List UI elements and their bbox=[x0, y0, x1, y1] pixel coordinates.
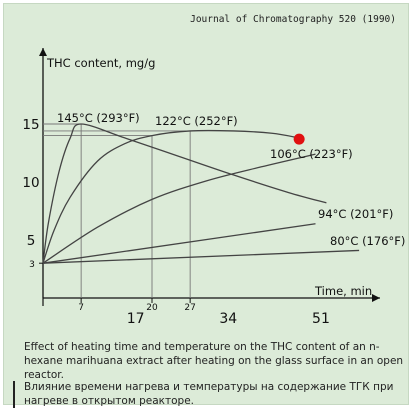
series-line bbox=[42, 223, 316, 264]
y-tick-label: 15 bbox=[22, 117, 39, 133]
x-large-tick-label: 51 bbox=[312, 311, 330, 327]
x-axis-label: Time, min bbox=[314, 284, 372, 298]
y-axis-arrow bbox=[39, 48, 47, 56]
series-line bbox=[42, 153, 316, 264]
series-line bbox=[42, 249, 360, 264]
x-large-tick-label: 17 bbox=[127, 311, 145, 327]
y-axis-label: THC content, mg/g bbox=[46, 56, 155, 70]
x-tick-label: 27 bbox=[184, 303, 195, 313]
source-citation: Journal of Chromatography 520 (1990) bbox=[190, 14, 396, 25]
red-marker-dot bbox=[293, 133, 305, 145]
series-line bbox=[42, 129, 300, 264]
series-label: 80°C (176°F) bbox=[330, 234, 405, 248]
series-label: 122°C (252°F) bbox=[155, 114, 238, 128]
chart-figure: Journal of Chromatography 520 (1990) THC… bbox=[3, 3, 409, 408]
x-axis-arrow bbox=[372, 294, 380, 302]
x-tick-label: 7 bbox=[78, 303, 84, 313]
series-line bbox=[42, 123, 327, 264]
y-tick-label: 5 bbox=[27, 233, 36, 249]
caption-marker-bar bbox=[13, 381, 15, 408]
caption-russian: Влияние времени нагрева и температуры на… bbox=[24, 381, 394, 407]
x-tick-label: 20 bbox=[146, 303, 158, 313]
line-chart: THC content, mg/g Time, min 3 5 10 15 7 20 27 17 3… bbox=[22, 48, 405, 327]
caption-english: Effect of heating time and temperature o… bbox=[24, 341, 404, 381]
y-tick-label: 10 bbox=[22, 175, 39, 191]
series-label: 145°C (293°F) bbox=[57, 111, 140, 125]
series-label: 106°C (223°F) bbox=[270, 147, 353, 161]
series-label: 94°C (201°F) bbox=[318, 207, 393, 221]
y-tick-label: 3 bbox=[29, 260, 35, 270]
x-large-tick-label: 34 bbox=[219, 311, 237, 327]
